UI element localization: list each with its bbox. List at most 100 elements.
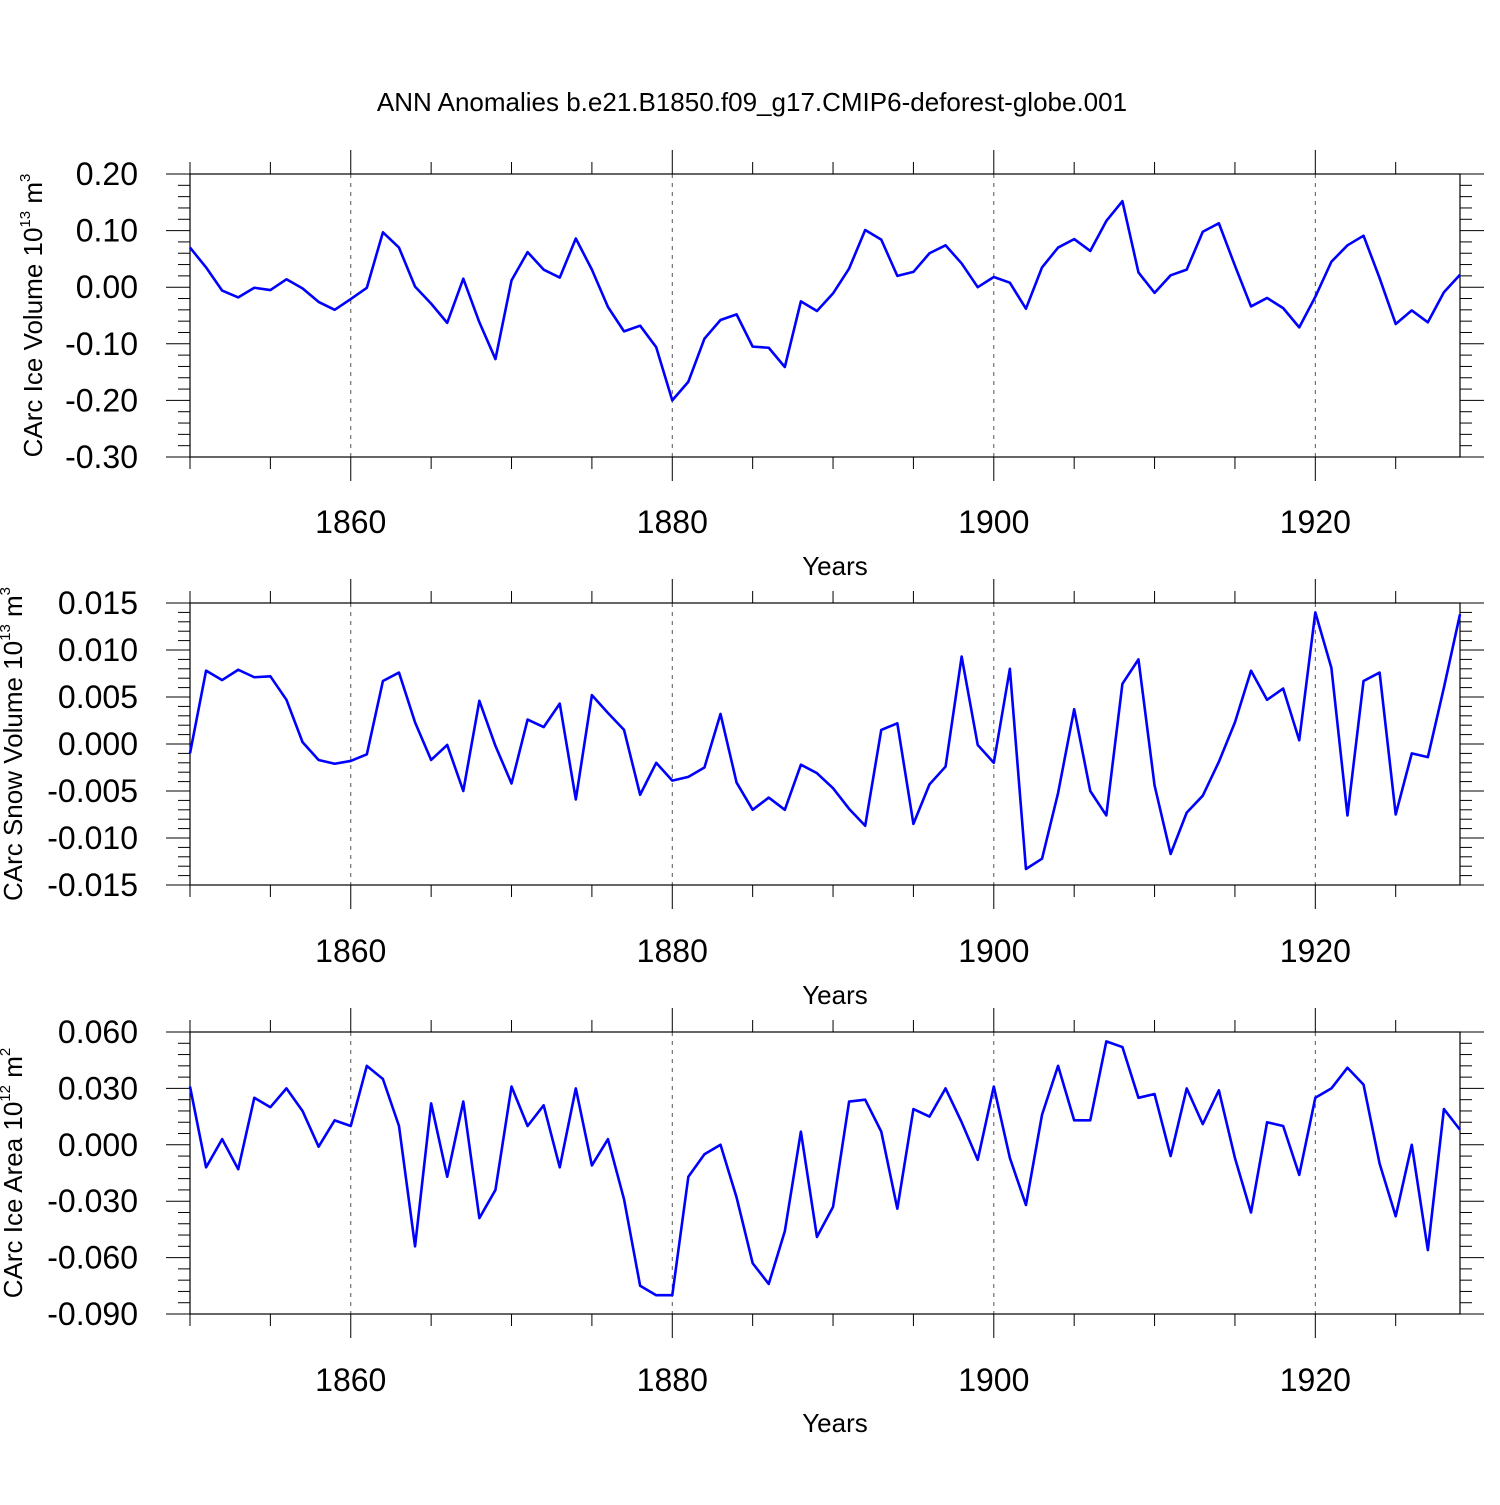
y-axis-title-part: CArc Snow Volume 10	[0, 641, 28, 901]
x-tick-label: 1900	[958, 504, 1029, 540]
data-point	[1394, 323, 1396, 325]
data-point	[1250, 669, 1252, 671]
data-point	[333, 309, 335, 311]
data-point	[735, 313, 737, 315]
data-point	[398, 246, 400, 248]
data-point	[960, 262, 962, 264]
x-tick-label: 1920	[1280, 933, 1351, 969]
data-point	[526, 718, 528, 720]
data-point	[1427, 321, 1429, 323]
data-point	[1073, 238, 1075, 240]
data-point	[1266, 699, 1268, 701]
data-point	[269, 289, 271, 291]
data-point	[639, 1285, 641, 1287]
panel-2: 1860 1880 1900 1920 0.015 0.010 0.005 0.000 -0.0…	[0, 579, 1484, 1010]
data-point	[1459, 613, 1461, 615]
data-point	[237, 296, 239, 298]
data-point	[816, 1236, 818, 1238]
data-point	[189, 246, 191, 248]
data-point	[977, 286, 979, 288]
data-point	[944, 765, 946, 767]
data-point	[977, 744, 979, 746]
data-point	[559, 1166, 561, 1168]
data-point	[1234, 264, 1236, 266]
data-point	[1218, 222, 1220, 224]
data-point	[285, 1087, 287, 1089]
data-point	[671, 399, 673, 401]
data-point	[1378, 671, 1380, 673]
data-point	[542, 268, 544, 270]
x-tick-label: 1880	[637, 1362, 708, 1398]
data-point	[848, 267, 850, 269]
y-tick-label: -0.015	[47, 867, 138, 903]
data-point	[960, 1121, 962, 1123]
plot-frame	[189, 173, 1461, 458]
data-point	[864, 1098, 866, 1100]
data-point	[542, 726, 544, 728]
data-point	[800, 300, 802, 302]
plot-frame	[189, 1031, 1461, 1315]
data-point	[607, 1138, 609, 1140]
data-point	[719, 319, 721, 321]
data-point	[1411, 309, 1413, 311]
y-tick-label: 0.10	[76, 213, 138, 249]
data-point	[607, 712, 609, 714]
data-point	[494, 358, 496, 360]
data-point	[1186, 811, 1188, 813]
data-point	[301, 741, 303, 743]
y-tick-label: -0.10	[65, 326, 138, 362]
data-point	[735, 781, 737, 783]
data-point	[1282, 687, 1284, 689]
data-point	[221, 1138, 223, 1140]
data-point	[205, 1166, 207, 1168]
data-point	[478, 1217, 480, 1219]
data-point	[253, 676, 255, 678]
data-point	[430, 759, 432, 761]
data-point	[1330, 667, 1332, 669]
data-point	[414, 285, 416, 287]
data-point	[1057, 1065, 1059, 1067]
data-point	[607, 306, 609, 308]
data-point	[784, 1230, 786, 1232]
data-point	[800, 1130, 802, 1132]
data-point	[1266, 1121, 1268, 1123]
data-point	[366, 1065, 368, 1067]
y-axis-title-superscript: 3	[17, 174, 34, 182]
y-axis-title-superscript: 12	[0, 1085, 14, 1102]
data-point	[478, 700, 480, 702]
data-point	[880, 729, 882, 731]
data-point	[1105, 220, 1107, 222]
data-point	[703, 1153, 705, 1155]
x-tick-label: 1920	[1280, 1362, 1351, 1398]
x-tick-label: 1860	[315, 933, 386, 969]
data-point	[1057, 792, 1059, 794]
data-point	[1314, 296, 1316, 298]
data-point	[639, 324, 641, 326]
data-point	[703, 338, 705, 340]
data-point	[1105, 814, 1107, 816]
data-point	[1298, 326, 1300, 328]
data-point	[559, 276, 561, 278]
data-point	[993, 276, 995, 278]
data-point	[993, 762, 995, 764]
data-point	[977, 1159, 979, 1161]
data-point	[430, 1102, 432, 1104]
data-point	[1089, 1119, 1091, 1121]
x-tick-label: 1860	[315, 504, 386, 540]
data-point	[1089, 250, 1091, 252]
y-axis-title: CArc Ice Area 1012 m2	[0, 1048, 28, 1298]
x-axis-title: Years	[802, 1408, 868, 1438]
data-point	[1041, 266, 1043, 268]
data-point	[768, 796, 770, 798]
data-point	[301, 287, 303, 289]
data-point	[1218, 761, 1220, 763]
data-point	[1057, 246, 1059, 248]
y-tick-label: -0.20	[65, 382, 138, 418]
data-point	[494, 1189, 496, 1191]
data-point	[896, 722, 898, 724]
data-point	[1266, 297, 1268, 299]
data-point	[1009, 668, 1011, 670]
data-point	[719, 713, 721, 715]
data-point	[832, 292, 834, 294]
